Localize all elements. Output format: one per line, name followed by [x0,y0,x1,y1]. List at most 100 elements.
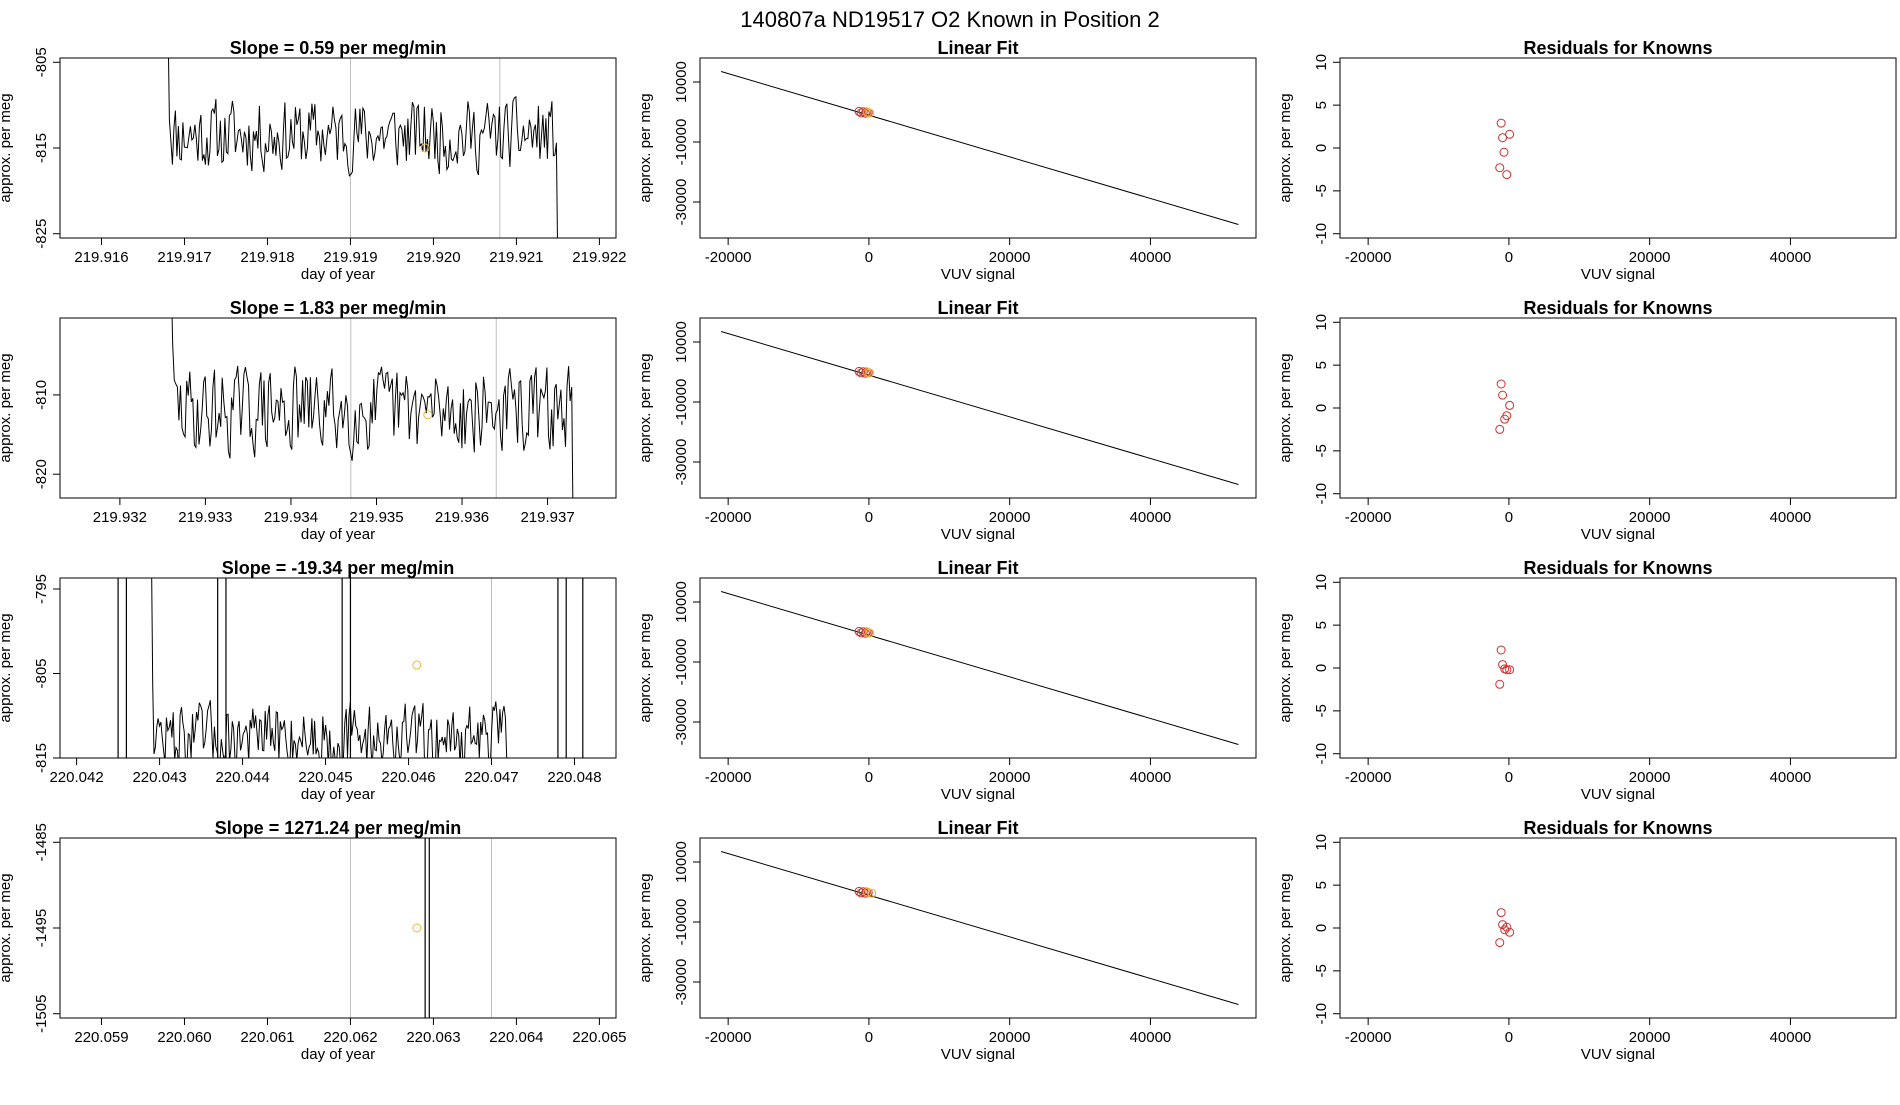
panel-row3-right: Residuals for Knowns -20000 0 20000 40000 VUV… [1277,558,1897,803]
y-tick-label: -30000 [673,179,690,226]
x-tick-label: 220.060 [157,1029,211,1046]
plot-frame [59,837,617,1019]
x-tick-label: 20000 [1629,769,1671,786]
x-tick-label: 219.936 [435,509,489,526]
y-tick-label: 10 [1313,314,1330,331]
x-tick-label: 220.064 [489,1029,543,1046]
plot-frame [1339,577,1897,759]
y-axis-label: approx. per meg [637,353,654,462]
known-point [1496,645,1506,655]
x-tick-label: 20000 [1629,1029,1671,1046]
x-tick-label: 220.044 [215,769,269,786]
y-tick-label: 0 [1313,144,1330,152]
x-tick-label: 219.934 [264,509,318,526]
y-tick-label: -820 [33,459,50,489]
y-tick-label: 10 [1313,54,1330,71]
x-axis: -20000 0 20000 40000 VUV signal [705,238,1171,283]
y-tick-label: 10000 [673,321,690,363]
x-tick-label: 0 [1505,1029,1513,1046]
x-tick-label: 20000 [989,249,1031,266]
x-tick-label: 20000 [1629,249,1671,266]
y-axis-label: approx. per meg [0,93,14,202]
x-tick-label: 219.922 [572,249,626,266]
x-tick-label: 220.043 [132,769,186,786]
plot-frame [59,317,617,499]
y-tick-label: -805 [33,658,50,688]
y-axis-label: approx. per meg [1277,353,1294,462]
x-axis-label: VUV signal [1581,266,1655,283]
x-tick-label: 220.062 [323,1029,377,1046]
y-tick-label: 5 [1313,881,1330,889]
y-axis: -810 -820 approx. per meg [0,353,60,489]
plot-frame [699,837,1257,1019]
x-axis: -20000 0 20000 40000 VUV signal [1345,498,1811,543]
sample-point [865,628,875,638]
y-axis-label: approx. per meg [1277,873,1294,982]
x-tick-label: 0 [1505,249,1513,266]
x-tick-label: -20000 [1345,769,1392,786]
x-axis-label: VUV signal [1581,526,1655,543]
y-tick-label: -5 [1313,184,1330,197]
y-tick-label: -10000 [673,639,690,686]
page-title: 140807a ND19517 O2 Known in Position 2 [740,7,1160,32]
plot-area [720,591,1239,745]
y-tick-label: -1485 [33,823,50,861]
y-tick-label: -10 [1313,223,1330,245]
y-axis: 10000 -10000 -30000 approx. per meg [637,321,700,485]
x-tick-label: 219.933 [178,509,232,526]
y-axis-label: approx. per meg [1277,93,1294,202]
sample-marker [423,410,433,420]
known-point [1496,118,1506,128]
panel-row1-middle: Linear Fit -20000 0 20000 40000 VUV signal 100… [637,38,1257,283]
sample-marker [412,660,422,670]
plot-area [168,58,558,238]
y-axis: -1485 -1495 -1505 approx. per meg [0,823,60,1033]
x-tick-label: 40000 [1770,509,1812,526]
x-tick-label: 219.916 [74,249,128,266]
x-axis: -20000 0 20000 40000 VUV signal [1345,1018,1811,1063]
y-tick-label: 0 [1313,664,1330,672]
y-axis: 10000 -10000 -30000 approx. per meg [637,581,700,745]
x-tick-label: 40000 [1770,769,1812,786]
x-axis-label: VUV signal [941,1046,1015,1063]
y-axis: 10 5 0 -5 -10 approx. per meg [1277,834,1340,1025]
y-tick-label: -815 [33,133,50,163]
panel-title: Linear Fit [937,38,1018,58]
y-tick-label: -795 [33,574,50,604]
fit-line [720,331,1239,485]
plot-area [1495,645,1515,689]
x-axis: -20000 0 20000 40000 VUV signal [705,758,1171,803]
x-axis-label: VUV signal [941,526,1015,543]
plot-area [171,318,574,498]
x-tick-label: 40000 [1130,509,1172,526]
x-axis: -20000 0 20000 40000 VUV signal [1345,758,1811,803]
x-tick-label: -20000 [705,769,752,786]
y-tick-label: -5 [1313,444,1330,457]
y-axis-label: approx. per meg [637,613,654,722]
y-tick-label: -1495 [33,909,50,947]
x-axis: 220.042 220.043 220.044 220.045 220.046 220.0… [49,758,602,803]
known-point [1505,129,1515,139]
y-tick-label: -1505 [33,995,50,1033]
x-axis-label: day of year [301,1046,375,1063]
plot-frame [59,577,617,759]
x-axis: -20000 0 20000 40000 VUV signal [1345,238,1811,283]
known-point [1495,424,1505,434]
x-tick-label: 220.042 [49,769,103,786]
y-tick-label: 10 [1313,574,1330,591]
y-tick-label: -815 [33,743,50,773]
y-tick-label: -5 [1313,964,1330,977]
x-axis-label: VUV signal [1581,786,1655,803]
y-tick-label: -805 [33,47,50,77]
y-tick-label: 10000 [673,581,690,623]
known-point [1495,163,1505,173]
x-tick-label: 219.935 [349,509,403,526]
panel-title: Residuals for Knowns [1523,298,1712,318]
plot-area [720,331,1239,485]
x-tick-label: 219.918 [240,249,294,266]
plot-area [720,851,1239,1005]
x-tick-label: 220.065 [572,1029,626,1046]
y-axis: 10000 -10000 -30000 approx. per meg [637,841,700,1005]
